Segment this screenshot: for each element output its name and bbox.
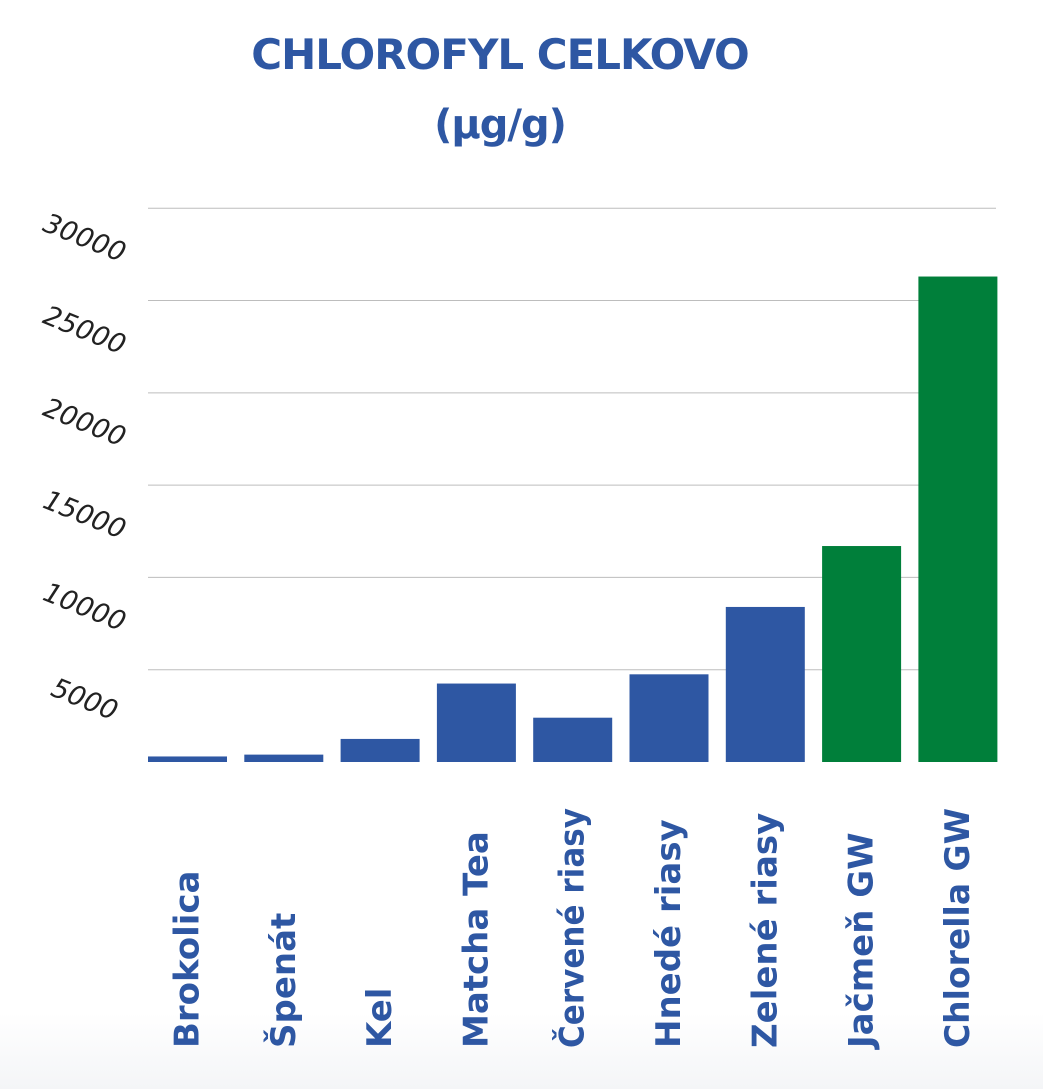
y-tick-label: 15000 <box>39 485 130 546</box>
bar <box>244 754 324 762</box>
bar <box>148 756 227 762</box>
chart-title: CHLOROFYL CELKOVO <box>251 30 749 79</box>
x-tick-label: Kel <box>360 988 400 1048</box>
chart-subtitle: (µg/g) <box>434 102 567 148</box>
bar <box>436 683 516 762</box>
bar <box>629 674 709 762</box>
x-axis-ticks: Brokolica Špenát Kel Matcha Tea Červené rias… <box>168 808 978 1050</box>
x-tick-label: Chlorella GW <box>938 808 978 1048</box>
bar <box>725 606 805 762</box>
gridlines <box>148 207 996 671</box>
x-tick-label: Jačmeň GW <box>842 832 882 1050</box>
x-tick-label: Zelené riasy <box>745 813 785 1048</box>
y-tick-label: 25000 <box>39 300 130 361</box>
bar <box>533 717 613 762</box>
y-tick-label: 5000 <box>47 673 122 727</box>
y-tick-label: 30000 <box>39 208 130 269</box>
x-tick-label: Matcha Tea <box>456 831 496 1048</box>
x-tick-label: Hnedé riasy <box>649 819 689 1048</box>
bar <box>340 738 420 762</box>
x-tick-label: Červené riasy <box>552 808 593 1048</box>
y-tick-label: 10000 <box>39 577 130 638</box>
bars <box>148 276 998 762</box>
y-tick-label: 20000 <box>39 392 130 453</box>
y-axis-ticks: 5000 10000 15000 20000 25000 30000 <box>39 208 130 727</box>
bar <box>918 276 998 762</box>
bar <box>822 546 902 762</box>
x-tick-label: Brokolica <box>168 870 208 1048</box>
x-tick-label: Špenát <box>263 913 304 1048</box>
